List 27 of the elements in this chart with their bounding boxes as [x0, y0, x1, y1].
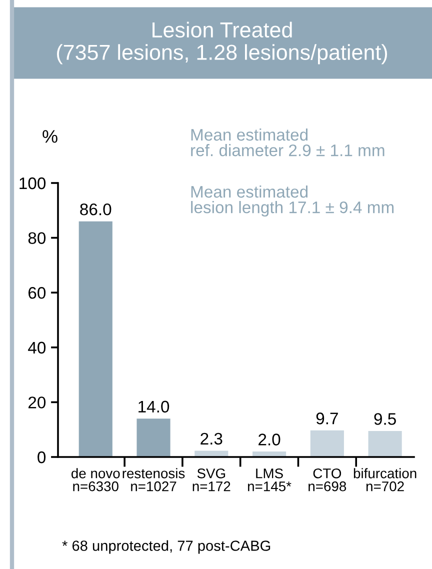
data-label: 14.0 — [138, 400, 170, 413]
bar — [368, 430, 402, 457]
data-label: 2.0 — [258, 434, 280, 446]
y-tick-label: 20 — [28, 396, 46, 408]
x-tick-label: de novo n=6330 — [72, 468, 120, 492]
y-tick-label: 60 — [28, 287, 46, 299]
y-tick-label: 40 — [28, 342, 46, 354]
chart-title: Lesion Treated (7357 lesions, 1.28 lesions/patient) — [57, 22, 388, 64]
y-axis-title: % — [42, 130, 58, 143]
text: * 68 unprotected, 77 post-CABG — [62, 540, 270, 554]
data-label: 2.3 — [200, 432, 222, 445]
y-tick-label: 100 — [20, 177, 46, 190]
bar — [136, 418, 170, 457]
x-tick-label: SVG n=172 — [192, 468, 230, 492]
bar — [310, 430, 344, 457]
y-tick-label: 0 — [38, 451, 46, 464]
x-tick-label: LMS n=145* — [248, 468, 292, 492]
x-tick-label: CTO n=698 — [308, 468, 346, 492]
data-label: 9.5 — [374, 413, 396, 425]
text: Mean estimated ref. diameter 2.9 ± 1.1 mm — [191, 128, 384, 156]
annotation: Mean estimated lesion length 17.1 ± 9.4 mm — [191, 185, 394, 217]
data-label: 86.0 — [80, 203, 112, 216]
x-tick-label: restenosis n=1027 — [122, 468, 185, 492]
y-tick-label: 80 — [28, 232, 46, 244]
bar — [78, 221, 112, 457]
data-label: 9.7 — [316, 412, 338, 424]
x-tick-label: bifurcation n=702 — [354, 468, 416, 492]
